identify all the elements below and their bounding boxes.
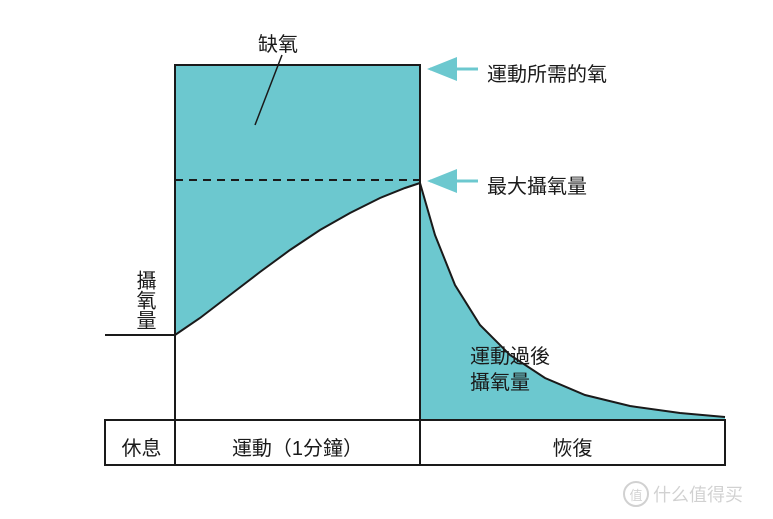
watermark: 值 什么值得买: [623, 481, 743, 507]
label-rest: 休息: [108, 432, 175, 461]
label-deficit: 缺氧: [258, 28, 298, 57]
diagram-container: 缺氧 運動所需的氧 最大攝氧量 運動過後 攝氧量 攝氧量 休息 運動（1分鐘） …: [0, 0, 773, 519]
label-yaxis: 攝氧量: [130, 270, 159, 330]
watermark-icon: 值: [623, 481, 649, 507]
label-required: 運動所需的氧: [487, 58, 607, 87]
label-epoc-line1: 運動過後: [470, 340, 550, 369]
watermark-text: 什么值得买: [653, 481, 743, 507]
label-epoc-line2: 攝氧量: [470, 366, 530, 395]
region-deficit: [175, 65, 420, 335]
label-recovery: 恢復: [420, 432, 725, 461]
label-exercise: 運動（1分鐘）: [175, 432, 420, 461]
label-vo2max: 最大攝氧量: [487, 170, 587, 199]
